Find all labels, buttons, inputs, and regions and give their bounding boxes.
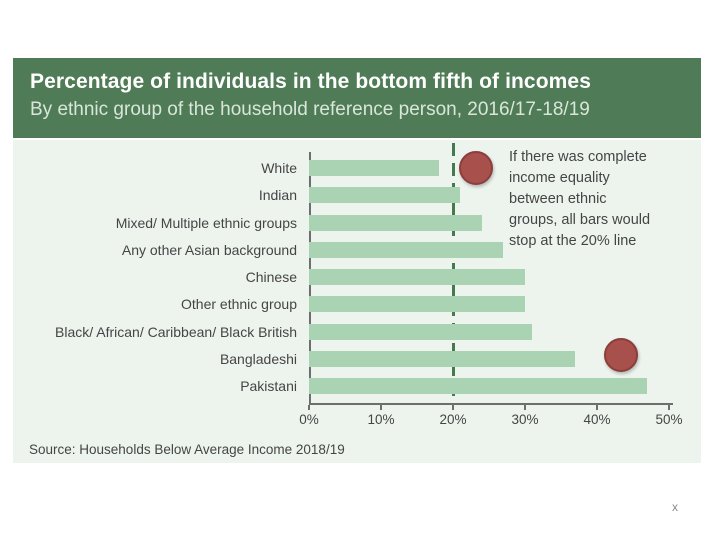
bar <box>309 378 648 394</box>
category-label: Pakistani <box>240 378 297 394</box>
x-axis-tickmark <box>452 405 454 410</box>
x-axis-tick-label: 0% <box>299 412 319 427</box>
source-note: Source: Households Below Average Income … <box>29 442 345 457</box>
chart-panel: White Indian Mixed/ Multiple ethnic groups… <box>13 140 701 463</box>
x-axis-tickmark <box>596 405 598 410</box>
annotation-marker-white-bar <box>459 151 493 185</box>
x-axis-line <box>309 403 673 405</box>
x-axis-tick-label: 10% <box>367 412 395 427</box>
x-axis-tickmark <box>524 405 526 410</box>
bar <box>309 187 461 204</box>
bar <box>309 160 439 176</box>
category-label: Black/ African/ Caribbean/ Black British <box>55 323 297 340</box>
category-label: White <box>261 160 297 176</box>
annotation-marker-bangladeshi-bar <box>604 338 638 372</box>
bar <box>309 350 576 367</box>
category-label: Mixed/ Multiple ethnic groups <box>115 214 297 231</box>
category-label: Any other Asian background <box>121 241 297 258</box>
chart-header: Percentage of individuals in the bottom … <box>13 58 701 138</box>
bar <box>309 214 482 231</box>
x-axis-tick-label: 20% <box>439 412 467 427</box>
chart-title: Percentage of individuals in the bottom … <box>30 70 591 93</box>
category-label: Indian <box>258 187 297 204</box>
bar <box>309 241 504 258</box>
x-axis-tick-label: 50% <box>655 412 683 427</box>
x-axis-tick-label: 30% <box>511 412 539 427</box>
stray-x-text: x <box>672 500 678 514</box>
bar <box>309 296 525 313</box>
annotation-text: If there was complete income equality be… <box>509 149 651 249</box>
category-label: Bangladeshi <box>219 350 297 367</box>
category-label: Chinese <box>245 269 297 285</box>
x-axis-tickmark <box>380 405 382 410</box>
x-axis-tickmark <box>668 405 670 410</box>
x-axis-tick-label: 40% <box>583 412 611 427</box>
bar <box>309 323 533 340</box>
x-axis-tickmark <box>308 405 310 410</box>
chart-subtitle: By ethnic group of the household referen… <box>30 99 590 120</box>
category-label: Other ethnic group <box>181 296 297 313</box>
bar <box>309 269 525 285</box>
